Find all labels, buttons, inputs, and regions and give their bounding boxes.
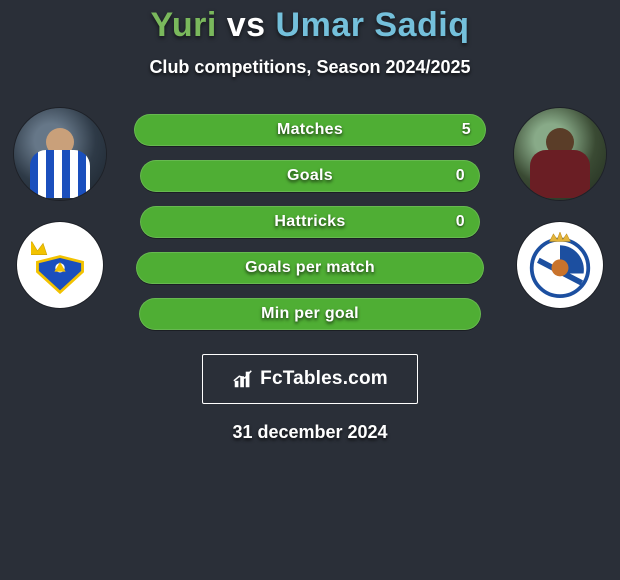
portrait-body: [30, 150, 90, 198]
stat-label: Goals: [287, 167, 333, 185]
comparison-area: Matches 5 Goals 0 Hattricks 0 Goals per match M…: [0, 114, 620, 330]
stat-bar: Goals per match: [136, 252, 484, 284]
page-title: Yuri vs Umar Sadiq: [0, 6, 620, 45]
stat-bar: Matches 5: [134, 114, 486, 146]
title-player-2: Umar Sadiq: [276, 6, 470, 44]
brand-text: FcTables.com: [260, 368, 388, 390]
stat-label: Matches: [277, 121, 343, 139]
title-vs: vs: [227, 6, 266, 44]
bar-chart-icon: [232, 368, 254, 390]
stat-label: Goals per match: [245, 259, 375, 277]
player-2-club-crest: [517, 222, 603, 308]
player-1-club-crest: [17, 222, 103, 308]
title-player-1: Yuri: [151, 6, 217, 44]
date-text: 31 december 2024: [0, 422, 620, 443]
player-1-portrait: [14, 108, 106, 200]
comparison-infographic: Yuri vs Umar Sadiq Club competitions, Se…: [0, 0, 620, 443]
real-sociedad-crest-icon: [527, 232, 593, 298]
stat-value-right: 0: [442, 161, 479, 191]
portrait-body: [530, 150, 590, 198]
stat-bar: Min per goal: [139, 298, 481, 330]
left-player-column: [10, 108, 110, 308]
stat-value-right: 5: [448, 115, 485, 145]
right-player-column: [510, 108, 610, 308]
subtitle: Club competitions, Season 2024/2025: [0, 57, 620, 78]
stat-value-right: 0: [442, 207, 479, 237]
stat-label: Hattricks: [274, 213, 345, 231]
brand-box: FcTables.com: [202, 354, 418, 404]
ponferradina-crest-icon: [31, 234, 89, 296]
player-2-portrait: [514, 108, 606, 200]
stat-label: Min per goal: [261, 305, 359, 323]
stat-bar: Goals 0: [140, 160, 480, 192]
stat-bar: Hattricks 0: [140, 206, 480, 238]
